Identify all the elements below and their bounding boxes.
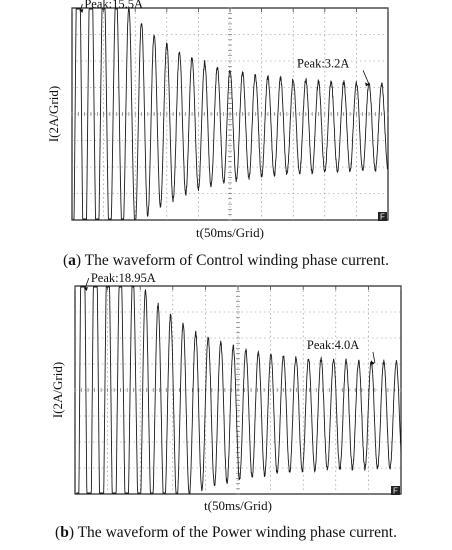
peak-annotation-label: Peak:15.5A xyxy=(84,0,143,11)
annotation-arrowhead xyxy=(83,287,88,291)
y-axis-label: I(2A/Grid) xyxy=(50,362,65,418)
annotation-arrow xyxy=(362,70,370,85)
corner-badge-label: F xyxy=(393,487,398,496)
current-waveform xyxy=(73,8,389,220)
caption-b-text: The waveform of the Power winding phase … xyxy=(77,524,397,541)
chart-control-winding-current: Peak:15.5A Peak:3.2A Ft(50ms/Grid) I(2A/Gri… xyxy=(46,0,389,240)
annotation-arrow xyxy=(372,351,376,364)
chart-power-winding-current: Peak:18.95A Peak:4.0A Ft(50ms/Grid) I(2A/Gr… xyxy=(50,271,402,513)
annotation-arrowhead xyxy=(370,360,375,365)
current-waveform xyxy=(76,286,402,494)
x-axis-label: t(50ms/Grid) xyxy=(196,225,264,240)
corner-badge-label: F xyxy=(380,213,385,222)
caption-b: (b) The waveform of the Power winding ph… xyxy=(55,524,397,541)
caption-a-tag: a xyxy=(68,252,76,269)
peak-annotation-label: Peak:4.0A xyxy=(307,338,359,352)
caption-a: (a) The waveform of Control winding phas… xyxy=(62,252,389,269)
corner-badge xyxy=(378,212,387,221)
peak-annotation-label: Peak:3.2A xyxy=(297,56,349,70)
annotation-arrowhead xyxy=(79,9,84,13)
caption-b-tag: b xyxy=(60,524,69,541)
corner-badge xyxy=(391,486,400,495)
x-axis-label: t(50ms/Grid) xyxy=(204,498,272,513)
y-axis-label: I(2A/Grid) xyxy=(46,86,61,142)
annotation-arrowhead xyxy=(365,82,370,87)
annotation-arrow xyxy=(84,277,90,290)
peak-annotation-label: Peak:18.95A xyxy=(91,271,156,285)
caption-a-text: The waveform of Control winding phase cu… xyxy=(84,252,389,269)
